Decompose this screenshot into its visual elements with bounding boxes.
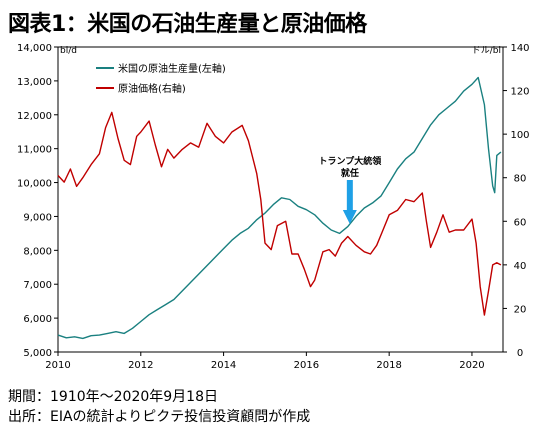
y-right-tick-label: 0 [517, 348, 523, 359]
annotation-text-line2: 就任 [341, 167, 359, 179]
y-left-tick-label: 13,000 [17, 77, 52, 88]
y-right-tick-label: 80 [514, 174, 527, 185]
annotation-text-line1: トランプ大統領 [318, 155, 382, 167]
y-left-tick-label: 10,000 [17, 179, 52, 190]
annotation-arrow [342, 180, 357, 224]
x-tick-label: 2014 [211, 360, 236, 371]
y-right-tick-label: 140 [510, 43, 529, 54]
axes: 5,000 6,000 7,000 8,000 9,000 10,000 11,000 12,… [17, 43, 530, 371]
y-left-tick-label: 12,000 [17, 111, 52, 122]
footer-source: 出所：EIAの統計よりピクテ投信投資顧問が作成 [8, 409, 311, 425]
legend: 米国の原油生産量(左軸) 原油価格(右軸) [96, 62, 226, 95]
plot-frame [57, 46, 504, 353]
series-line-1 [57, 76, 502, 340]
y-right-tick-label: 60 [514, 217, 527, 228]
x-tick-label: 2010 [45, 360, 70, 371]
y-right-unit: ドル/bl [472, 46, 501, 56]
chart-title: 図表1：米国の石油生産量と原油価格 [8, 12, 367, 37]
y-right-tick-label: 120 [510, 87, 529, 98]
series-layer [57, 76, 502, 340]
footer-period: 期間：1910年～2020年9月18日 [8, 389, 218, 405]
y-left-tick-label: 7,000 [23, 280, 52, 291]
y-left-tick-label: 6,000 [23, 314, 52, 325]
x-tick-label: 2012 [128, 360, 153, 371]
legend-label: 原油価格(右軸) [118, 82, 186, 95]
series-line-2 [57, 111, 502, 316]
x-tick-label: 2016 [294, 360, 319, 371]
y-left-tick-label: 8,000 [23, 246, 52, 257]
y-left-tick-label: 5,000 [23, 348, 52, 359]
y-right-tick-label: 100 [510, 130, 529, 141]
y-left-tick-label: 11,000 [17, 145, 52, 156]
legend-label: 米国の原油生産量(左軸) [118, 62, 226, 75]
y-left-unit: bl/d [60, 46, 77, 56]
y-left-tick-label: 9,000 [23, 212, 52, 223]
x-tick-label: 2018 [376, 360, 401, 371]
y-right-tick-label: 40 [514, 261, 527, 272]
y-left-tick-label: 14,000 [17, 43, 52, 54]
y-right-tick-label: 20 [514, 304, 527, 315]
x-tick-label: 2020 [459, 360, 484, 371]
